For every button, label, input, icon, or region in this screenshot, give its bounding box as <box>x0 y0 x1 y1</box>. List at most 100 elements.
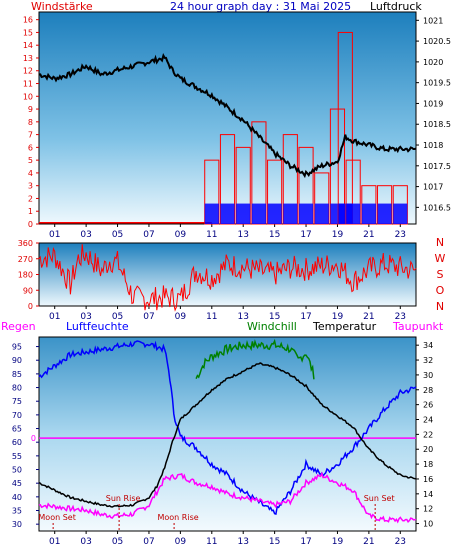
x-tick-label: 01 <box>49 537 60 547</box>
wind-calm-bar <box>251 203 266 224</box>
humidity-line <box>38 340 417 515</box>
y-right-tick-label: 1016.5 <box>423 203 451 212</box>
compass-label: S <box>437 268 444 281</box>
temp-tick-label: 20 <box>423 445 433 454</box>
x-tick-label: 01 <box>49 230 60 240</box>
dir-tick-label: 360 <box>18 239 33 248</box>
legend-taupunkt: Taupunkt <box>392 320 444 333</box>
rain-value-label: 0 <box>31 434 36 443</box>
x-tick-label: 11 <box>206 537 217 547</box>
x-tick-label: 13 <box>237 537 248 547</box>
y-right-tick-label: 1021 <box>423 16 443 25</box>
y-right-tick-label: 1018.5 <box>423 120 451 129</box>
y-right-tick-label: 1020 <box>423 58 443 67</box>
temp-tick-label: 28 <box>423 386 433 395</box>
wind-calm-bar <box>377 203 392 224</box>
temp-tick-label: 30 <box>423 371 433 380</box>
x-tick-label: 15 <box>269 230 280 240</box>
dir-tick-label: 0 <box>28 302 33 311</box>
x-tick-label: 09 <box>175 312 187 322</box>
panel-climate-marks: 30 35 40 45 50 55 60 65 70 75 80 85 90 95 10 12 14 16 18 20… <box>12 338 433 547</box>
x-tick-label: 03 <box>80 312 91 322</box>
wind-calm-bar <box>204 203 219 224</box>
y-right-tick-label: 1019 <box>423 99 443 108</box>
wind-calm-bar <box>267 203 282 224</box>
x-tick-label: 07 <box>143 230 154 240</box>
humidity-tick-label: 40 <box>12 493 22 502</box>
legend-temperatur: Temperatur <box>312 320 377 333</box>
panel-wind-pressure-grid: 0123456789101112131415161016.510171017.5… <box>23 16 451 240</box>
compass-label: N <box>436 236 444 249</box>
x-tick-label: 17 <box>300 312 311 322</box>
x-tick-label: 17 <box>300 230 311 240</box>
legend-regen: Regen <box>1 320 36 333</box>
x-tick-label: 05 <box>112 537 123 547</box>
humidity-tick-label: 95 <box>12 343 22 352</box>
wind-calm-bar <box>298 203 314 224</box>
compass-label: W <box>435 252 446 265</box>
x-tick-label: 21 <box>363 312 374 322</box>
y-right-tick-label: 1019.5 <box>423 79 451 88</box>
humidity-tick-label: 70 <box>12 411 22 420</box>
header-right-label: Luftdruck <box>370 0 422 13</box>
wind-calm-bar <box>346 203 361 224</box>
y-left-tick-label: 3 <box>28 182 33 191</box>
y-left-tick-label: 2 <box>28 194 33 203</box>
panel-wind-pressure-marks <box>39 31 417 225</box>
wind-calm-bar <box>393 203 408 224</box>
x-tick-label: 01 <box>49 312 60 322</box>
x-tick-label: 13 <box>237 230 248 240</box>
temp-tick-label: 10 <box>423 520 433 529</box>
compass-label: N <box>436 300 444 313</box>
y-left-tick-label: 6 <box>28 143 33 152</box>
x-tick-label: 09 <box>175 537 187 547</box>
panel-climate: 30 35 40 45 50 55 60 65 70 75 80 85 90 95 10 12 14 16 18 20… <box>12 336 433 547</box>
legend-luftfeuchte: Luftfeuchte <box>66 320 129 333</box>
y-left-tick-label: 14 <box>23 41 33 50</box>
y-right-tick-label: 1018 <box>423 141 443 150</box>
sun-set-label: Sun Set <box>364 494 395 503</box>
legend-windchill: Windchill <box>247 320 297 333</box>
humidity-tick-label: 90 <box>12 356 22 365</box>
y-left-tick-label: 7 <box>28 131 33 140</box>
x-tick-label: 11 <box>206 230 217 240</box>
x-tick-label: 15 <box>269 537 280 547</box>
x-tick-label: 17 <box>300 537 311 547</box>
y-left-tick-label: 10 <box>23 92 33 101</box>
temperature-line <box>38 362 417 508</box>
panel-climate-bg <box>38 336 417 532</box>
humidity-tick-label: 35 <box>12 507 22 516</box>
y-left-tick-label: 9 <box>28 105 33 114</box>
humidity-tick-label: 80 <box>12 384 22 393</box>
temp-tick-label: 22 <box>423 430 433 439</box>
windchill-line <box>195 338 315 380</box>
moon-rise-label: Moon Rise <box>157 513 198 522</box>
x-tick-label: 21 <box>363 230 374 240</box>
temp-tick-label: 26 <box>423 401 433 410</box>
wind-calm-bar <box>283 203 298 224</box>
compass-label: O <box>436 284 445 297</box>
x-tick-label: 23 <box>395 312 406 322</box>
y-left-tick-label: 12 <box>23 67 33 76</box>
x-tick-label: 13 <box>237 312 248 322</box>
temp-tick-label: 12 <box>423 505 433 514</box>
temp-tick-label: 18 <box>423 460 433 469</box>
y-left-tick-label: 5 <box>28 156 33 165</box>
temp-tick-label: 32 <box>423 356 433 365</box>
humidity-tick-label: 55 <box>12 452 22 461</box>
dir-tick-label: 180 <box>18 271 33 280</box>
y-right-tick-label: 1017 <box>423 183 443 192</box>
x-tick-label: 07 <box>143 312 154 322</box>
panel-wind-direction-bg <box>38 242 417 307</box>
y-left-tick-label: 16 <box>23 16 33 25</box>
sun-rise-label: Sun Rise <box>106 494 141 503</box>
x-tick-label: 23 <box>395 537 406 547</box>
wind-calm-bar <box>220 203 235 224</box>
moon-set-label: Moon Set <box>38 513 75 522</box>
y-left-tick-label: 15 <box>23 28 33 37</box>
x-tick-label: 19 <box>332 537 344 547</box>
panel-wind-pressure: 0123456789101112131415161016.510171017.5… <box>23 11 451 240</box>
